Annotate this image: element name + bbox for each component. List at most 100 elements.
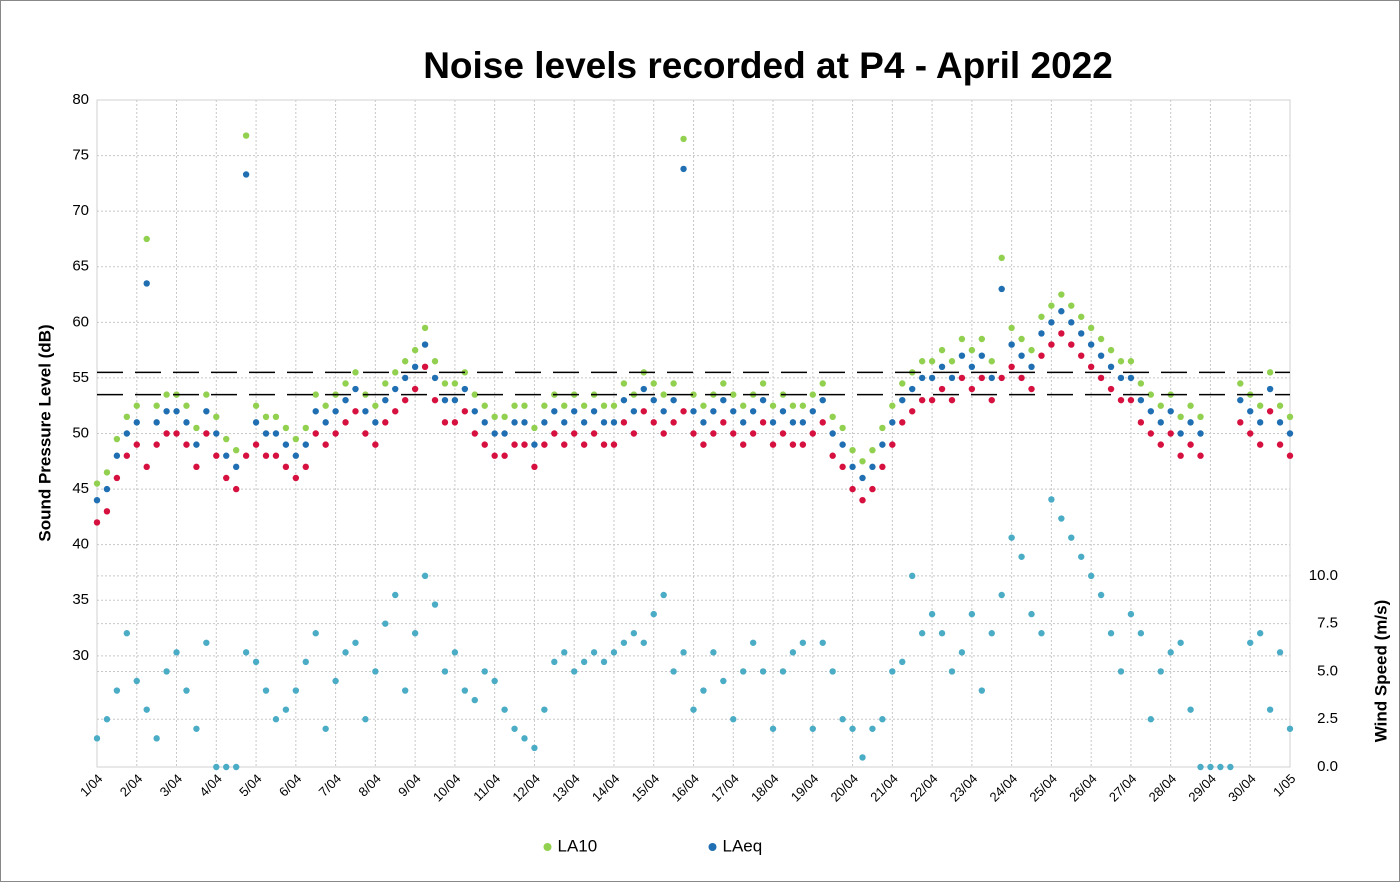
point (1068, 319, 1075, 326)
point (213, 430, 220, 437)
point (451, 419, 459, 426)
point (1087, 341, 1095, 348)
point (600, 658, 608, 666)
point (1187, 402, 1194, 409)
point (839, 463, 846, 471)
point (133, 419, 140, 426)
y2-axis-label: Wind Speed (m/s) (1371, 600, 1390, 742)
point (1097, 591, 1105, 599)
point (481, 419, 488, 426)
point (978, 352, 986, 359)
y2-tick-label: 2.5 (1317, 710, 1338, 727)
point (889, 441, 896, 448)
point (1276, 649, 1284, 656)
point (1157, 668, 1164, 675)
point (710, 649, 717, 656)
point (511, 725, 518, 732)
point (869, 485, 876, 493)
point (1048, 496, 1055, 503)
point (680, 649, 687, 656)
point (103, 469, 111, 476)
grid (96, 99, 1291, 768)
point (1028, 346, 1035, 354)
point (889, 668, 896, 675)
point (531, 463, 538, 471)
point (660, 430, 667, 437)
point (620, 639, 628, 646)
point (968, 346, 976, 354)
point (103, 508, 111, 515)
point (163, 430, 170, 437)
point (441, 380, 449, 387)
point (1087, 363, 1095, 370)
point (153, 441, 160, 448)
point (759, 419, 767, 426)
point (968, 610, 976, 618)
point (342, 649, 349, 656)
point (411, 363, 419, 370)
point (113, 474, 121, 482)
point (173, 649, 180, 656)
point (1028, 363, 1035, 370)
point (232, 485, 240, 493)
point (551, 430, 558, 437)
point (1266, 408, 1274, 415)
point (1256, 630, 1264, 637)
point (153, 402, 160, 409)
point (938, 385, 946, 393)
point (580, 419, 588, 426)
point (869, 463, 876, 471)
point (630, 408, 638, 415)
point (1068, 341, 1075, 348)
point (1167, 408, 1174, 415)
point (680, 165, 687, 173)
point (272, 430, 280, 437)
point (1276, 402, 1284, 409)
point (1078, 330, 1085, 337)
point (163, 391, 170, 398)
point (1127, 374, 1135, 382)
point (819, 396, 826, 404)
point (1237, 396, 1244, 404)
point (859, 458, 866, 465)
point (809, 430, 816, 437)
point (292, 435, 300, 443)
point (163, 668, 170, 675)
point (580, 441, 588, 448)
point (352, 408, 359, 415)
point (1038, 352, 1045, 359)
point (252, 402, 260, 409)
point (1147, 430, 1155, 437)
point (829, 452, 836, 459)
point (829, 430, 836, 437)
point (153, 735, 160, 742)
point (1247, 639, 1254, 646)
point (928, 610, 936, 618)
point (1087, 572, 1095, 580)
point (1177, 452, 1184, 459)
point (1227, 763, 1234, 771)
point (849, 725, 856, 732)
point (998, 254, 1005, 262)
point (372, 441, 379, 448)
point (193, 441, 200, 448)
point (1266, 385, 1274, 393)
point (282, 441, 290, 448)
point (362, 716, 369, 723)
point (93, 735, 101, 742)
point (332, 430, 339, 437)
point (421, 324, 429, 332)
y2-tick-label: 10.0 (1309, 567, 1338, 584)
point (1256, 402, 1264, 409)
point (879, 441, 886, 448)
point (988, 358, 995, 365)
point (720, 380, 727, 387)
point (1177, 430, 1184, 437)
point (849, 485, 856, 493)
point (183, 441, 190, 448)
point (481, 441, 488, 448)
point (431, 358, 439, 365)
point (441, 668, 449, 675)
point (173, 408, 180, 415)
point (421, 363, 429, 370)
